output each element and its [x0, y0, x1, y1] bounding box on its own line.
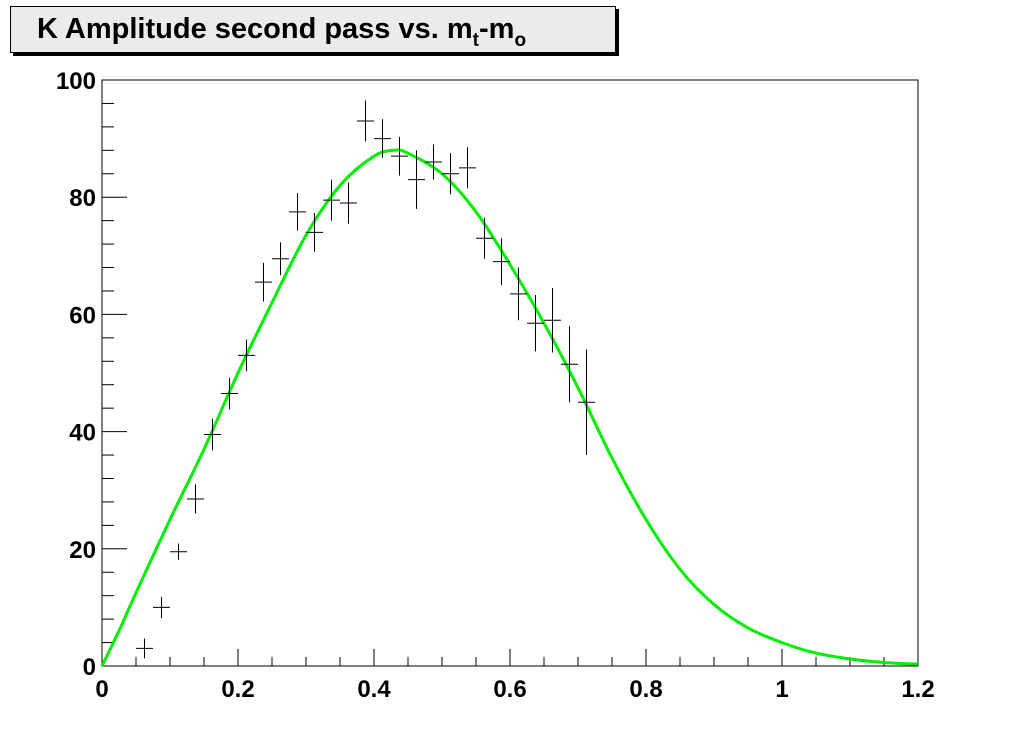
y-tick-label: 0	[83, 654, 96, 681]
y-tick-label: 20	[69, 537, 96, 564]
data-point	[510, 267, 527, 321]
plot-frame	[101, 79, 919, 667]
data-point	[374, 119, 391, 158]
data-point	[272, 242, 289, 276]
data-point	[391, 136, 408, 176]
data-point	[357, 100, 374, 142]
chart-title-box: K Amplitude second pass vs. mt-mo	[10, 6, 616, 53]
chart-title-subscript-o: o	[514, 30, 527, 51]
data-point	[306, 213, 323, 252]
chart-title-main: K Amplitude second pass vs. m	[37, 13, 473, 45]
axes: 0 0.2 0.4 0.6 0.8 1 1.2 0 20 40 60 80 100	[56, 68, 935, 703]
x-tick-label: 0.2	[221, 676, 254, 703]
fit-curve-group	[100, 148, 919, 667]
data-point	[408, 150, 425, 209]
data-point	[459, 147, 476, 189]
data-point	[170, 543, 187, 560]
data-point	[340, 182, 357, 224]
data-point	[561, 326, 578, 403]
data-point	[476, 217, 493, 259]
data-point	[187, 484, 204, 514]
data-point	[255, 262, 272, 302]
x-tick-label: 0.4	[357, 676, 391, 703]
data-point	[493, 238, 510, 286]
fit-curve	[100, 148, 919, 667]
data-point	[238, 339, 255, 372]
data-point	[221, 377, 238, 410]
chart-title-minus-m: -m	[478, 13, 515, 45]
chart-title: K Amplitude second pass vs. mt-mo	[37, 13, 526, 50]
y-tick-label: 80	[69, 185, 96, 212]
x-tick-label: 0.8	[629, 676, 662, 703]
data-point	[136, 638, 153, 659]
y-tick-label: 100	[56, 68, 96, 95]
data-points-group	[136, 100, 595, 659]
data-point	[578, 349, 595, 456]
x-tick-label: 1	[775, 676, 788, 703]
data-point	[323, 179, 340, 221]
data-point	[442, 153, 459, 195]
y-tick-label: 40	[69, 420, 96, 447]
x-tick-label: 0.6	[493, 676, 526, 703]
data-point	[527, 295, 544, 352]
data-point	[153, 596, 170, 618]
data-point	[289, 193, 306, 231]
chart-title-subscript-t: t	[472, 30, 479, 51]
data-point	[544, 288, 561, 353]
data-point	[204, 418, 221, 451]
x-tick-label: 0	[95, 676, 108, 703]
data-point	[425, 144, 442, 180]
x-tick-label: 1.2	[901, 676, 934, 703]
y-tick-label: 60	[69, 302, 96, 329]
